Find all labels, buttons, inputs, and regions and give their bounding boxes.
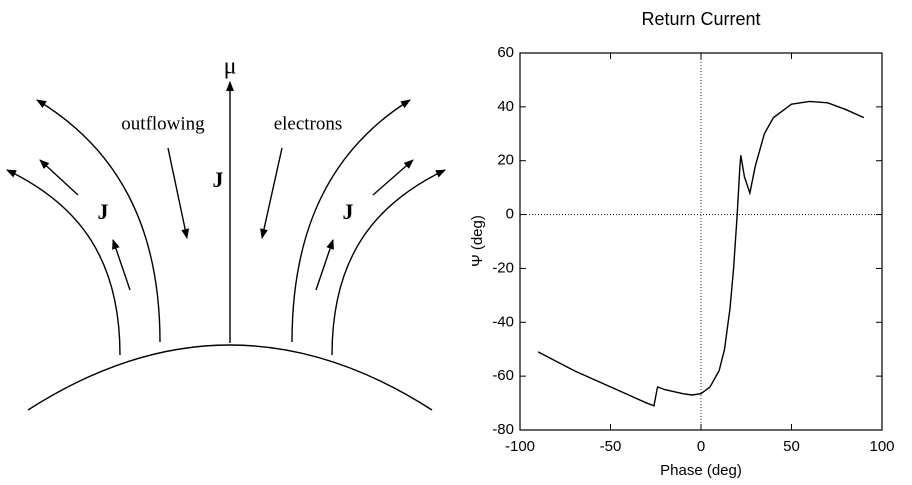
current-label: J	[213, 167, 224, 192]
outflowing-label: outflowing	[121, 113, 205, 134]
y-tick-label: -20	[492, 259, 514, 276]
data-line	[537, 100, 865, 407]
plot-frame	[519, 52, 883, 431]
electrons-label: electrons	[274, 113, 343, 134]
star-surface	[27, 344, 433, 411]
current-label: J	[343, 199, 354, 224]
y-tick-label: 60	[497, 44, 514, 61]
diagram: μ outflowing electrons J J J	[6, 54, 446, 411]
y-tick-label: -80	[492, 421, 514, 438]
x-tick-label: -50	[600, 438, 622, 455]
x-tick-label: 0	[697, 438, 705, 455]
x-tick-label: -100	[505, 438, 535, 455]
field-line	[6, 169, 121, 356]
y-tick-label: -40	[492, 313, 514, 330]
field-line	[291, 99, 411, 343]
chart-title: Return Current	[641, 9, 760, 29]
x-tick-label: 100	[869, 438, 894, 455]
y-tick-label: 0	[506, 206, 514, 223]
mu-label: μ	[224, 54, 237, 80]
field-line	[36, 99, 161, 343]
flow-arrow	[167, 147, 190, 239]
field-line	[331, 169, 446, 356]
current-arrow	[39, 159, 79, 196]
y-axis-label: Ψ (deg)	[469, 215, 486, 267]
y-tick-label: 40	[497, 98, 514, 115]
y-tick-label: -60	[492, 367, 514, 384]
current-arrow	[315, 239, 334, 291]
y-tick-label: 20	[497, 152, 514, 169]
flow-arrow	[260, 147, 283, 239]
x-axis-label: Phase (deg)	[660, 462, 742, 479]
current-arrow	[372, 159, 414, 196]
chart: Return Current Phase (deg) Ψ (deg) -100-…	[469, 9, 895, 479]
current-label: J	[98, 199, 109, 224]
current-arrow	[112, 239, 131, 291]
x-tick-label: 50	[783, 438, 800, 455]
